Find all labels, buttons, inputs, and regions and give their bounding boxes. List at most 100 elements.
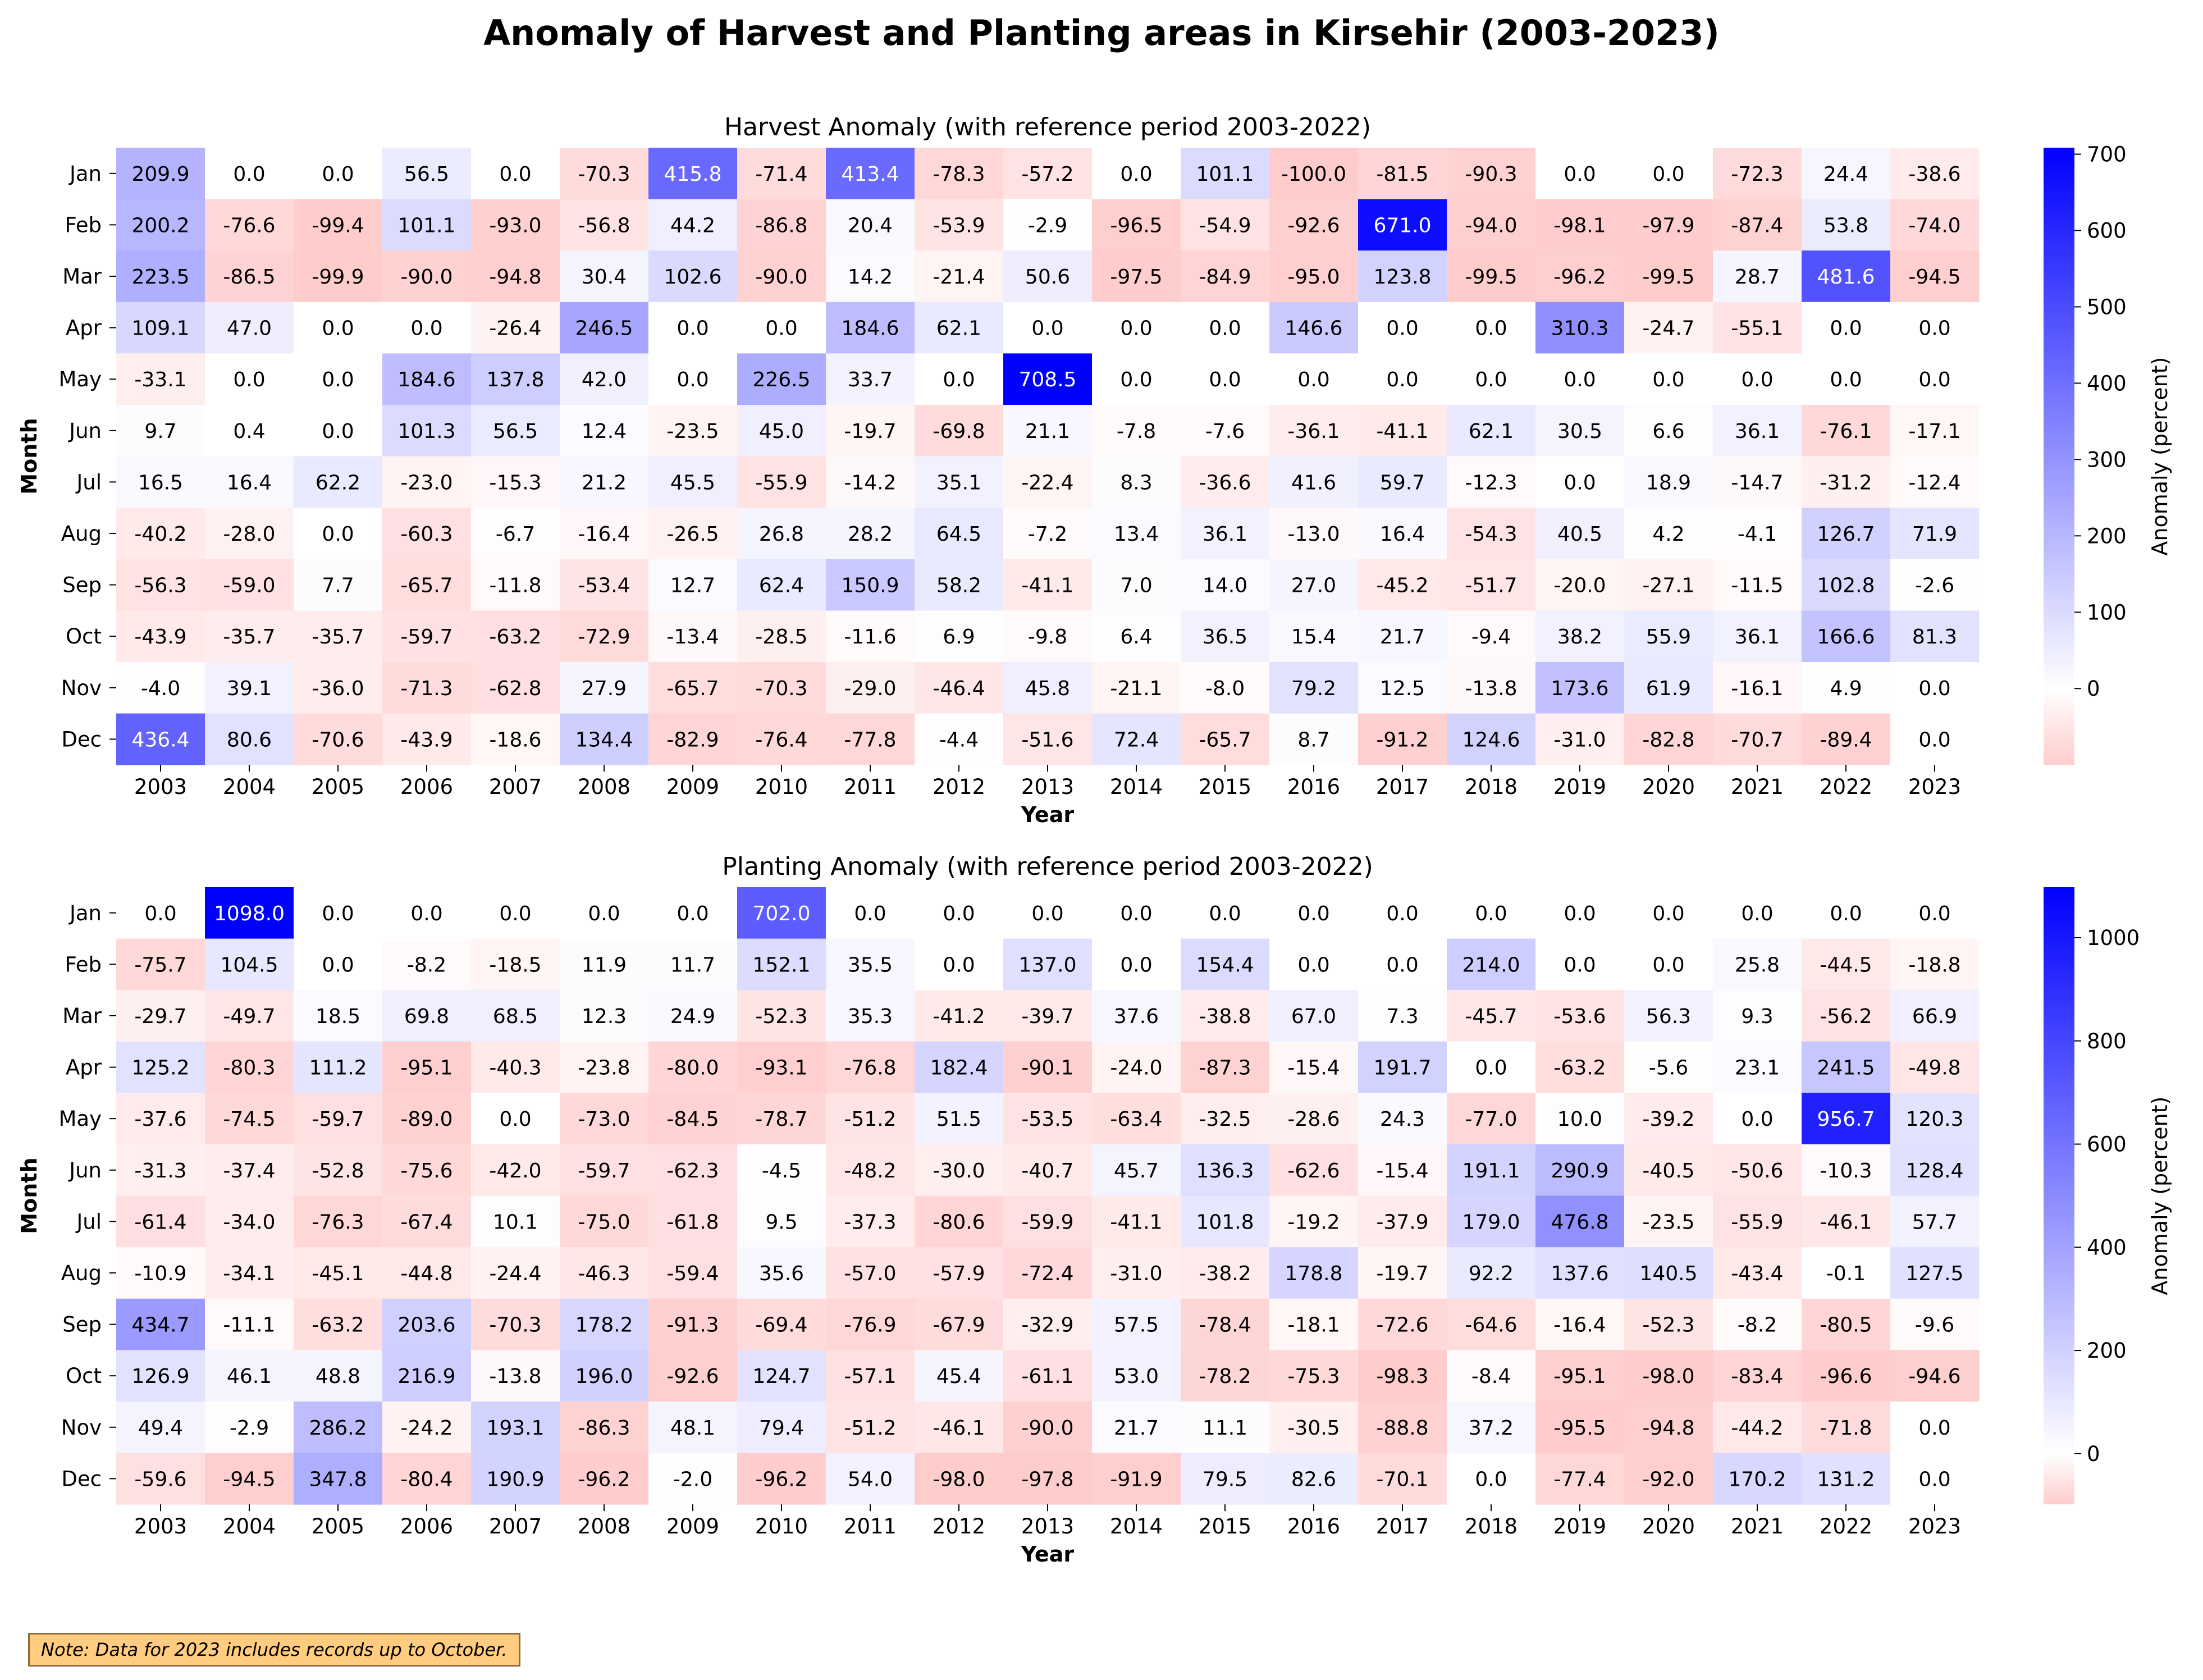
heatmap-cell [1713, 990, 1802, 1042]
heatmap-cell [648, 1298, 738, 1350]
heatmap-cell [1003, 1401, 1093, 1454]
cell-value-label: -9.8 [1028, 626, 1067, 649]
heatmap-cell [1890, 1041, 1980, 1093]
heatmap-cell [1003, 713, 1093, 765]
heatmap-cell [915, 1298, 1004, 1350]
cell-value-label: -70.6 [312, 728, 364, 751]
cell-value-label: -57.2 [1021, 163, 1073, 186]
cell-value-label: 150.9 [841, 574, 899, 597]
heatmap-cell [1713, 199, 1802, 251]
heatmap-cell [294, 508, 383, 560]
cell-value-label: 51.5 [936, 1108, 981, 1131]
cell-value-label: -43.9 [134, 626, 186, 649]
cell-value-label: 200.2 [131, 214, 189, 237]
heatmap-cell [826, 1453, 915, 1505]
cell-value-label: 101.1 [397, 214, 455, 237]
heatmap-cell [560, 1247, 649, 1299]
heatmap-cell [1181, 456, 1270, 508]
cell-value-label: 61.9 [1646, 677, 1691, 700]
y-tick-label: Sep [62, 1313, 102, 1337]
cell-value-label: 0.0 [1741, 902, 1773, 925]
cell-value-label: -70.7 [1731, 728, 1783, 751]
heatmap-cell [1358, 559, 1447, 611]
cell-value-label: 0.0 [1386, 953, 1418, 976]
cell-value-label: -69.4 [755, 1314, 807, 1337]
cell-value-label: 0.0 [1918, 1468, 1950, 1491]
heatmap-cell [1624, 456, 1713, 508]
heatmap-cell [382, 713, 472, 765]
heatmap-cell [1535, 302, 1625, 354]
cell-value-label: -38.2 [1199, 1262, 1251, 1285]
heatmap-cell [1713, 1298, 1802, 1350]
cell-value-label: 37.6 [1114, 1005, 1159, 1028]
cell-value-label: -95.0 [1287, 266, 1340, 289]
heatmap-cell [1802, 713, 1891, 765]
cell-value-label: -62.3 [666, 1159, 719, 1183]
cell-value-label: -32.9 [1021, 1314, 1073, 1337]
cell-value-label: 0.0 [1209, 368, 1241, 391]
heatmap-cell [1624, 405, 1713, 457]
cell-value-label: 196.0 [575, 1365, 633, 1388]
cell-value-label: -49.7 [223, 1005, 275, 1028]
heatmap-cell [1092, 1453, 1181, 1505]
cell-value-label: -80.4 [400, 1468, 453, 1491]
heatmap-cell [1092, 508, 1181, 560]
heatmap-cell [1713, 1093, 1802, 1145]
cell-value-label: 0.0 [1652, 368, 1684, 391]
cell-value-label: 0.0 [1120, 317, 1152, 340]
cell-value-label: 48.8 [316, 1365, 360, 1388]
cell-value-label: 0.0 [677, 368, 709, 391]
heatmap-cell [294, 456, 383, 508]
cell-value-label: -91.2 [1376, 728, 1428, 751]
cell-value-label: 33.7 [848, 368, 893, 391]
heatmap-cell [471, 1041, 560, 1093]
cell-value-label: 0.0 [1475, 368, 1507, 391]
cell-value-label: -4.4 [939, 728, 979, 751]
cell-value-label: -4.1 [1738, 523, 1777, 546]
cell-value-label: -41.1 [1376, 420, 1428, 443]
heatmap-cell [560, 1350, 649, 1402]
cell-value-label: 9.7 [144, 420, 176, 443]
x-tick-label: 2023 [1908, 1514, 1961, 1539]
cell-value-label: -45.7 [1465, 1005, 1517, 1028]
cell-value-label: 0.0 [1475, 1468, 1507, 1491]
y-tick-label: Aug [61, 522, 102, 546]
y-tick-label: Jun [68, 1158, 102, 1183]
cell-value-label: -40.7 [1021, 1159, 1073, 1183]
heatmap-cell [1269, 456, 1359, 508]
heatmap-cell [205, 302, 294, 354]
heatmap-cell [1535, 559, 1625, 611]
heatmap-cell [1358, 938, 1447, 990]
heatmap-cell [1713, 559, 1802, 611]
x-tick-label: 2005 [312, 1514, 364, 1539]
y-tick-label: May [59, 1107, 102, 1131]
y-axis-label: Month [17, 1157, 42, 1234]
cell-value-label: -59.4 [666, 1262, 719, 1285]
heatmap-cell [648, 1401, 738, 1454]
heatmap-cell [1535, 1453, 1625, 1505]
heatmap-cell [471, 456, 560, 508]
cell-value-label: -41.2 [933, 1005, 985, 1028]
heatmap-cell [826, 148, 915, 200]
cell-value-label: 56.5 [404, 163, 449, 186]
heatmap-cell [1358, 199, 1447, 251]
cell-value-label: 0.0 [1918, 677, 1950, 700]
heatmap-cell [205, 662, 294, 714]
x-tick-label: 2020 [1642, 775, 1695, 799]
heatmap-cell [1358, 1195, 1447, 1248]
heatmap-cell [471, 1298, 560, 1350]
heatmap-cell [1447, 1144, 1536, 1197]
cell-value-label: 25.8 [1735, 953, 1780, 976]
heatmap-cell [1624, 1453, 1713, 1505]
heatmap-cell [1181, 1453, 1270, 1505]
cell-value-label: -80.3 [223, 1057, 275, 1080]
cell-value-label: -11.8 [489, 574, 541, 597]
heatmap-cell [382, 1453, 472, 1505]
y-tick-label: Oct [66, 624, 102, 649]
heatmap-cell [1713, 1247, 1802, 1299]
heatmap-cell [1181, 250, 1270, 303]
cell-value-label: -83.4 [1731, 1365, 1783, 1388]
heatmap-cell [915, 1453, 1004, 1505]
cell-value-label: -78.2 [1199, 1365, 1251, 1388]
cell-value-label: 0.0 [233, 163, 265, 186]
